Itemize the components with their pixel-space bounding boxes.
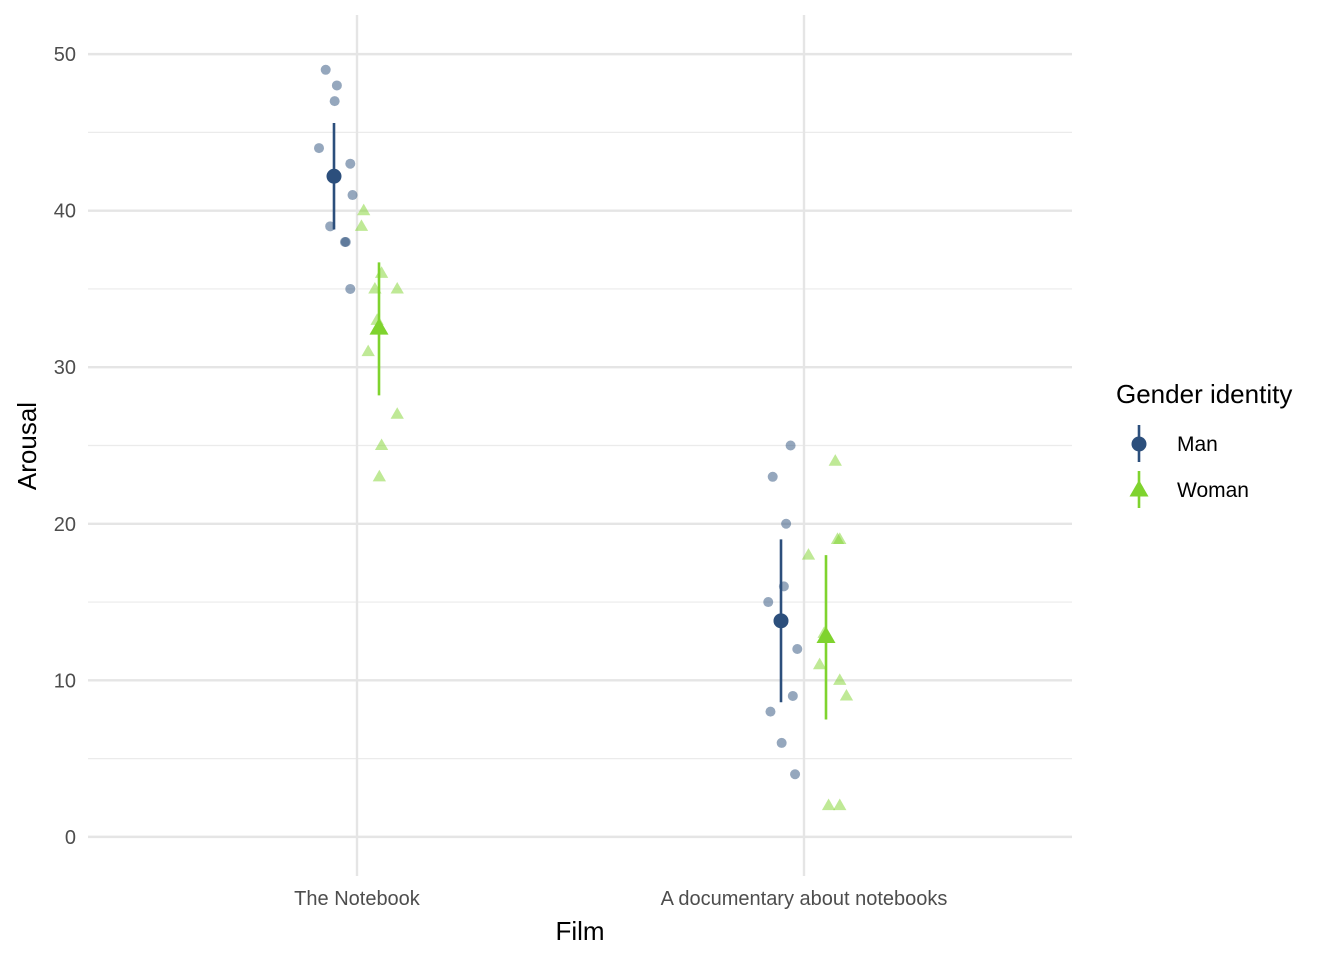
data-point-woman bbox=[812, 657, 827, 670]
data-point-man bbox=[781, 518, 792, 529]
data-point-woman bbox=[372, 469, 386, 482]
data-point-woman bbox=[374, 438, 389, 451]
x-axis-title: Film bbox=[555, 916, 604, 946]
grid-layer bbox=[88, 15, 1072, 876]
legend-key-triangle bbox=[1129, 480, 1149, 497]
y-axis-ticks: 0 10 20 30 40 50 bbox=[54, 44, 76, 849]
mean-point-woman bbox=[369, 318, 389, 335]
data-point-woman bbox=[821, 798, 836, 811]
legend-entry-woman: Woman bbox=[1129, 471, 1249, 508]
data-point-man bbox=[790, 769, 801, 780]
data-point-woman bbox=[839, 688, 854, 701]
data-point-man bbox=[787, 690, 798, 701]
data-point-man bbox=[792, 644, 803, 655]
data-point-man bbox=[331, 80, 342, 91]
data-point-man bbox=[329, 96, 340, 107]
data-point-man bbox=[785, 440, 796, 451]
data-point-man bbox=[763, 597, 774, 608]
data-point-woman bbox=[833, 798, 847, 811]
x-tick-label: A documentary about notebooks bbox=[661, 888, 948, 910]
data-point-woman bbox=[801, 548, 816, 560]
y-tick-label: 0 bbox=[65, 827, 76, 849]
data-point-man bbox=[314, 143, 325, 154]
mean-point-woman bbox=[816, 626, 836, 643]
data-point-man bbox=[347, 190, 358, 201]
mean-point-man bbox=[326, 168, 342, 184]
data-point-man bbox=[767, 471, 778, 482]
data-point-woman bbox=[374, 266, 389, 278]
data-point-woman bbox=[357, 203, 371, 216]
data-point-woman bbox=[390, 407, 404, 419]
legend-label: Man bbox=[1177, 433, 1218, 456]
y-tick-label: 50 bbox=[54, 44, 76, 66]
y-tick-label: 30 bbox=[54, 357, 76, 379]
data-point-woman bbox=[833, 673, 847, 685]
summary-markers bbox=[326, 123, 836, 720]
data-point-woman bbox=[354, 219, 369, 231]
legend-key-circle bbox=[1131, 436, 1147, 452]
legend-entry-man: Man bbox=[1131, 425, 1218, 462]
y-tick-label: 40 bbox=[54, 201, 76, 223]
x-tick-label: The Notebook bbox=[294, 888, 421, 910]
data-point-man bbox=[765, 706, 776, 717]
legend-title: Gender identity bbox=[1116, 379, 1292, 409]
data-point-man bbox=[320, 64, 331, 75]
data-point-woman bbox=[833, 532, 847, 544]
legend: Gender identity Man Woman bbox=[1116, 379, 1292, 508]
data-point-man bbox=[325, 221, 336, 232]
raw-points bbox=[314, 64, 854, 811]
data-point-man bbox=[345, 158, 356, 169]
data-point-woman bbox=[390, 281, 404, 294]
y-tick-label: 20 bbox=[54, 514, 76, 536]
data-point-man bbox=[345, 283, 356, 294]
x-axis-ticks: The Notebook A documentary about notebook… bbox=[294, 888, 947, 910]
y-axis-title: Arousal bbox=[12, 402, 42, 490]
data-point-woman bbox=[828, 454, 842, 466]
data-point-woman bbox=[361, 344, 375, 357]
y-tick-label: 10 bbox=[54, 670, 76, 692]
legend-label: Woman bbox=[1177, 479, 1249, 502]
mean-point-man bbox=[773, 613, 789, 629]
legend-entries: Man Woman bbox=[1129, 425, 1249, 508]
data-point-man bbox=[776, 737, 787, 748]
data-point-man bbox=[339, 236, 350, 247]
